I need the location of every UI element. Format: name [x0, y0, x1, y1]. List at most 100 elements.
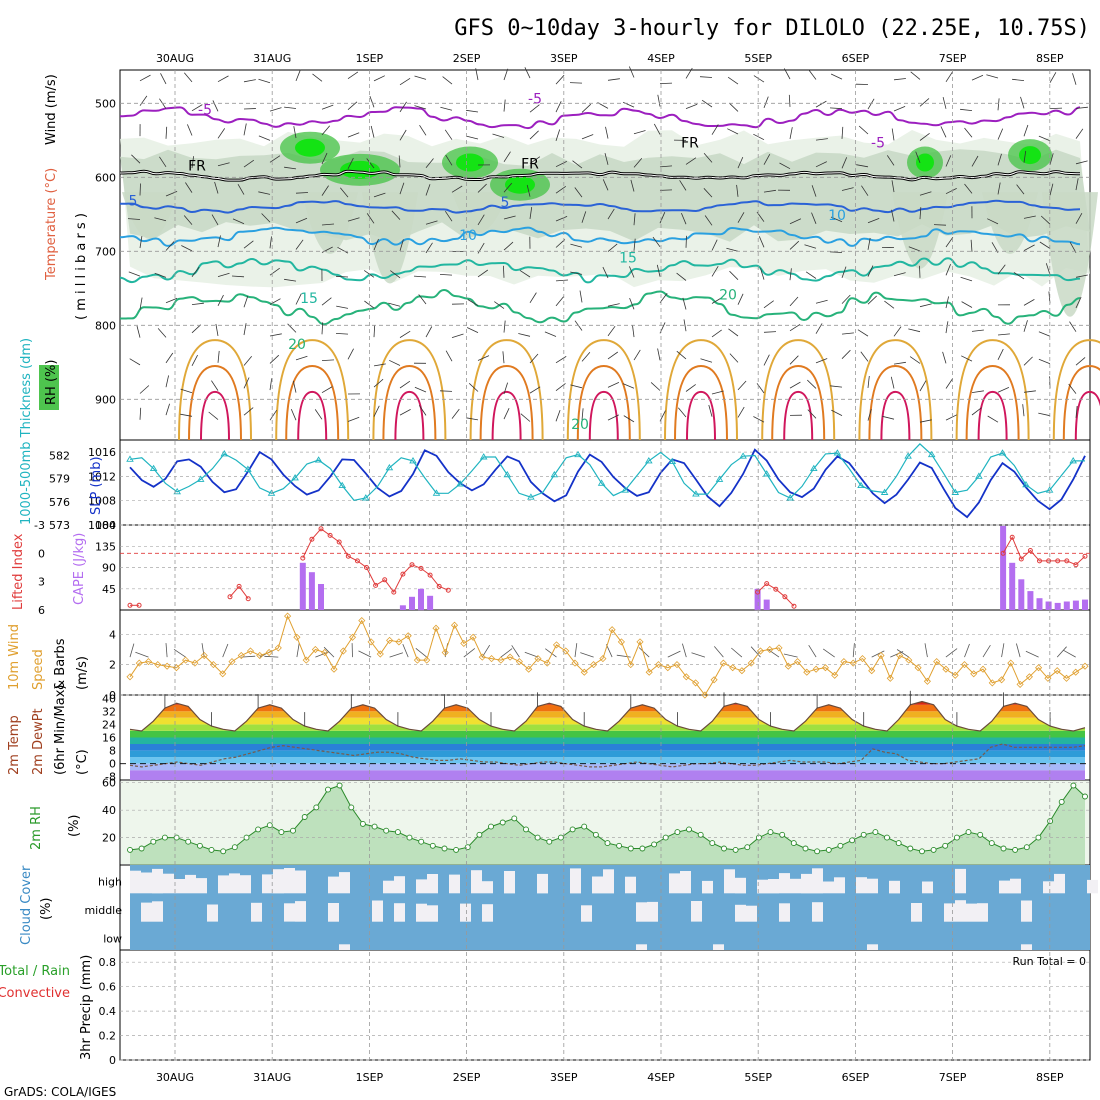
thickness-marker [314, 456, 323, 463]
rh2m-tick-label: 60 [102, 777, 116, 790]
wind-barb [399, 101, 407, 113]
wind10m-marker [784, 662, 792, 670]
cloud-cell [856, 877, 867, 894]
wind-barb [503, 241, 514, 251]
li-marker [318, 526, 324, 532]
wind-barb [858, 125, 869, 135]
warm-dome-0-1 [188, 364, 242, 441]
cloud-row-label: low [103, 932, 122, 945]
wind-ylabel-group-1: Speed [31, 649, 46, 690]
cloud-cell [823, 881, 834, 894]
wind-barb [831, 409, 843, 416]
wind-barb [700, 358, 713, 363]
upper-units-group: ( m i l l i b a r s ) [74, 213, 89, 320]
wind-barb [756, 383, 765, 394]
wind-barb [1023, 356, 1033, 366]
wind10m-marker [506, 653, 514, 661]
wind-barb [737, 156, 744, 169]
cloud-cell [372, 900, 383, 922]
wind-barb [183, 72, 193, 83]
cloud-cell [295, 870, 306, 894]
rh-core-bright-1 [340, 160, 380, 179]
wind10m-marker [256, 651, 264, 660]
rh2m-marker [1035, 834, 1042, 841]
wind-barb [605, 126, 609, 139]
slp-ylabel-group: 1000-500mb Thickness (dm) [19, 338, 34, 525]
wind10m-marker [172, 664, 180, 672]
li-line [757, 582, 795, 607]
wind10m-marker [627, 661, 635, 669]
wind-barb [468, 383, 479, 392]
temp-tick-label: -8 [105, 771, 116, 784]
wind-barb [128, 271, 141, 277]
wind-barb [945, 296, 949, 309]
wind-barb [154, 217, 167, 222]
wind-barb [607, 325, 616, 337]
li-marker [227, 594, 233, 600]
li-line [302, 528, 449, 594]
rh-core-bright-4 [916, 153, 934, 172]
wind-barb [451, 333, 464, 338]
wind-barb [1049, 183, 1054, 196]
temp-band [130, 731, 1085, 738]
wind-barb [1023, 390, 1036, 393]
wind-barb [830, 385, 843, 388]
precip-tick-label: 0.4 [99, 1005, 117, 1018]
wind10m-barb [871, 650, 885, 658]
wind-barb [555, 279, 569, 282]
wind-barb [159, 156, 167, 168]
cape-bar [308, 572, 315, 610]
wind10m-barb [358, 650, 372, 658]
rh-core-bright-5 [1019, 146, 1041, 165]
wind-barb [659, 410, 666, 422]
wind-barb [727, 128, 739, 135]
wind-barb [1045, 263, 1051, 275]
wind-barb [997, 264, 1006, 275]
rh2m-marker [150, 838, 157, 845]
wind-barb [1075, 274, 1088, 278]
wind-barb [789, 381, 801, 389]
wind-barb [628, 66, 635, 78]
wind10m-marker [840, 658, 848, 666]
wind-barb [659, 165, 673, 168]
wind-barb [676, 272, 687, 281]
li-marker [345, 553, 351, 559]
wind-barb [217, 128, 226, 139]
wind-barb [165, 297, 178, 304]
cape-bar [1009, 562, 1016, 610]
wind-barb [908, 328, 921, 333]
wind-barb [633, 349, 641, 361]
wind-barb [867, 218, 880, 224]
wind-barb [815, 161, 827, 168]
warm-dome-8-1 [965, 364, 1020, 441]
contour-label: 15 [619, 250, 637, 266]
wind10m-marker [552, 641, 561, 649]
ylabel-millibars: ( m i l l i b a r s ) [74, 213, 89, 320]
day-label-bottom: 1SEP [356, 1071, 384, 1084]
wind10m-marker [469, 633, 477, 641]
cloud-cell [130, 870, 141, 894]
wind-barb [180, 388, 193, 394]
wind-barb [841, 126, 844, 139]
rh2m-marker [1070, 782, 1077, 789]
rh2m-marker [907, 845, 914, 852]
day-label-bottom: 5SEP [744, 1071, 772, 1084]
wind-barb [211, 380, 219, 391]
cloud-cell [603, 869, 614, 894]
li-marker [782, 594, 788, 600]
temp-contour-4 [119, 257, 1081, 284]
wind-barb [737, 212, 745, 223]
wind-barb [399, 330, 411, 338]
wind-barb [919, 191, 932, 196]
li-marker [409, 562, 415, 568]
wind-barb [347, 71, 359, 80]
thickness-marker [362, 494, 370, 501]
wind10m-marker [348, 633, 357, 641]
thickness-marker [338, 481, 346, 489]
wind-barb [971, 407, 982, 416]
li-marker [427, 572, 433, 578]
wind10m-marker [1007, 659, 1015, 667]
cape-tick-label: 45 [102, 583, 116, 596]
wind-barb [915, 151, 921, 163]
